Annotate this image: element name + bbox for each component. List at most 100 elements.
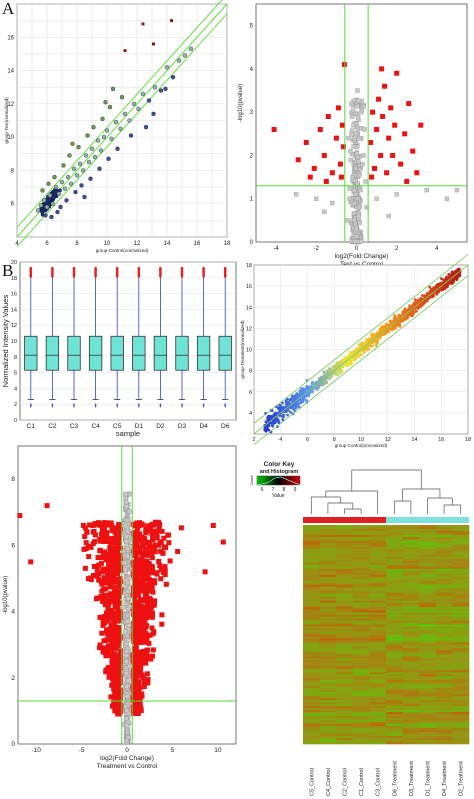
heatmap-cell — [319, 626, 337, 629]
scatter-a-point — [95, 138, 101, 143]
heatmap-cell — [419, 526, 437, 530]
scatter-a-point — [79, 183, 84, 188]
heatmap-cell — [352, 630, 370, 633]
heatmap-cell — [435, 692, 453, 695]
volcano-b-red-point — [105, 610, 111, 616]
volcano-b-red-point — [109, 547, 115, 553]
heatmap-cell — [336, 582, 354, 586]
boxplot-y-tick-label: 18 — [11, 276, 17, 282]
heatmap-cell — [352, 582, 370, 586]
volcano-a-red-point — [384, 170, 390, 176]
volcano-b-gray-point — [125, 613, 130, 618]
heatmap-cell — [402, 622, 420, 625]
heatmap-cell — [369, 578, 387, 582]
scatter-b-point — [322, 374, 326, 378]
heatmap-cell — [336, 544, 354, 548]
heatmap-cell — [452, 566, 470, 570]
heatmap-cell — [402, 684, 420, 687]
boxplot-outlier-low — [73, 405, 75, 408]
scatter-a-y-tick-label: 14 — [7, 69, 14, 75]
volcano-b-red-point — [92, 521, 98, 527]
heatmap-cell — [369, 576, 387, 580]
volcano-a-gray-point — [352, 217, 357, 223]
scatter-b-y-tick-label: 10 — [246, 348, 252, 354]
heatmap-cell — [336, 704, 354, 707]
heatmap-cell — [336, 648, 354, 651]
heatmap-cell — [303, 608, 320, 611]
heatmap-cell — [369, 618, 387, 621]
scatter-a-point — [91, 124, 96, 130]
heatmap-cell — [402, 574, 420, 578]
scatter-b-point — [282, 413, 286, 417]
heatmap-cell — [435, 542, 453, 546]
volcano-b-red-point — [135, 592, 141, 598]
heatmap-cell — [419, 672, 437, 675]
heatmap-cell — [336, 594, 354, 597]
scatter-b-point — [294, 406, 298, 410]
heatmap-cell — [336, 622, 354, 625]
heatmap-cell — [303, 525, 320, 528]
heatmap-cell — [419, 534, 437, 538]
scatter-b-point — [435, 292, 439, 296]
heatmap-cell — [369, 638, 387, 641]
volcano-b-red-point — [146, 579, 152, 585]
heatmap-cell — [352, 674, 370, 677]
heatmap-cell — [369, 620, 387, 623]
heatmap-cell — [452, 696, 470, 699]
heatmap-cell — [419, 702, 437, 705]
heatmap-cell — [386, 530, 403, 534]
heatmap-cell — [402, 610, 420, 613]
volcano-a-red-point — [337, 161, 343, 167]
volcano-b-red-point — [96, 562, 102, 568]
scatter-a-dense-point — [51, 195, 56, 200]
heatmap-cell — [435, 534, 453, 538]
heatmap-cell — [452, 554, 470, 558]
heatmap-cell — [452, 636, 470, 639]
boxplot-category-label: C3 — [70, 423, 79, 430]
scatter-a-point — [74, 173, 80, 178]
heatmap-cell — [352, 694, 370, 697]
heatmap-cell — [369, 602, 387, 605]
scatter-a-x-tick-label: 8 — [75, 241, 79, 247]
boxplot-category-label: D4 — [199, 423, 208, 430]
heatmap-cell — [402, 654, 420, 657]
volcano-a-red-point — [370, 109, 376, 115]
heatmap-cell — [402, 664, 420, 667]
heatmap-cell — [336, 598, 354, 601]
heatmap-cell — [402, 690, 420, 693]
boxplot-category-label: C2 — [48, 423, 57, 430]
heatmap-cell — [303, 656, 320, 659]
volcano-a-red-point — [410, 148, 416, 154]
heatmap-cell — [319, 672, 337, 675]
scatter-a-point — [80, 168, 86, 173]
heatmap-cell — [419, 606, 437, 609]
scatter-b-point — [273, 420, 276, 424]
heatmap-cell — [319, 598, 337, 601]
heatmap-cell — [435, 548, 453, 552]
volcano-b-red-point — [135, 651, 141, 657]
volcano-a-gray-point — [358, 187, 363, 193]
heatmap-cell — [369, 614, 387, 617]
heatmap-cell — [352, 622, 370, 625]
boxplot-y-tick-label: 2 — [14, 402, 17, 408]
heatmap-cell — [303, 558, 320, 562]
scatter-a-point — [92, 154, 98, 160]
scatter-b-point — [419, 297, 423, 300]
heatmap-cell — [435, 654, 453, 657]
heatmap-cell — [419, 684, 437, 687]
heatmap-cell — [369, 636, 387, 639]
heatmap-cell — [319, 532, 337, 536]
volcano-a-gray-point — [350, 114, 355, 119]
heatmap-cell — [369, 580, 387, 584]
volcano-a-red-point — [402, 131, 408, 137]
volcano-b-gray-point — [124, 723, 130, 728]
volcano-a-red-point — [368, 139, 374, 145]
scatter-b-point — [403, 310, 407, 314]
heatmap-cell — [386, 604, 403, 607]
heatmap-cell — [319, 594, 337, 597]
heatmap-cell — [336, 690, 354, 693]
heatmap-cell — [386, 624, 403, 627]
volcano-b-red-point — [137, 566, 143, 572]
volcano-a-gray-point — [356, 98, 361, 103]
heatmap-cell — [303, 662, 320, 665]
